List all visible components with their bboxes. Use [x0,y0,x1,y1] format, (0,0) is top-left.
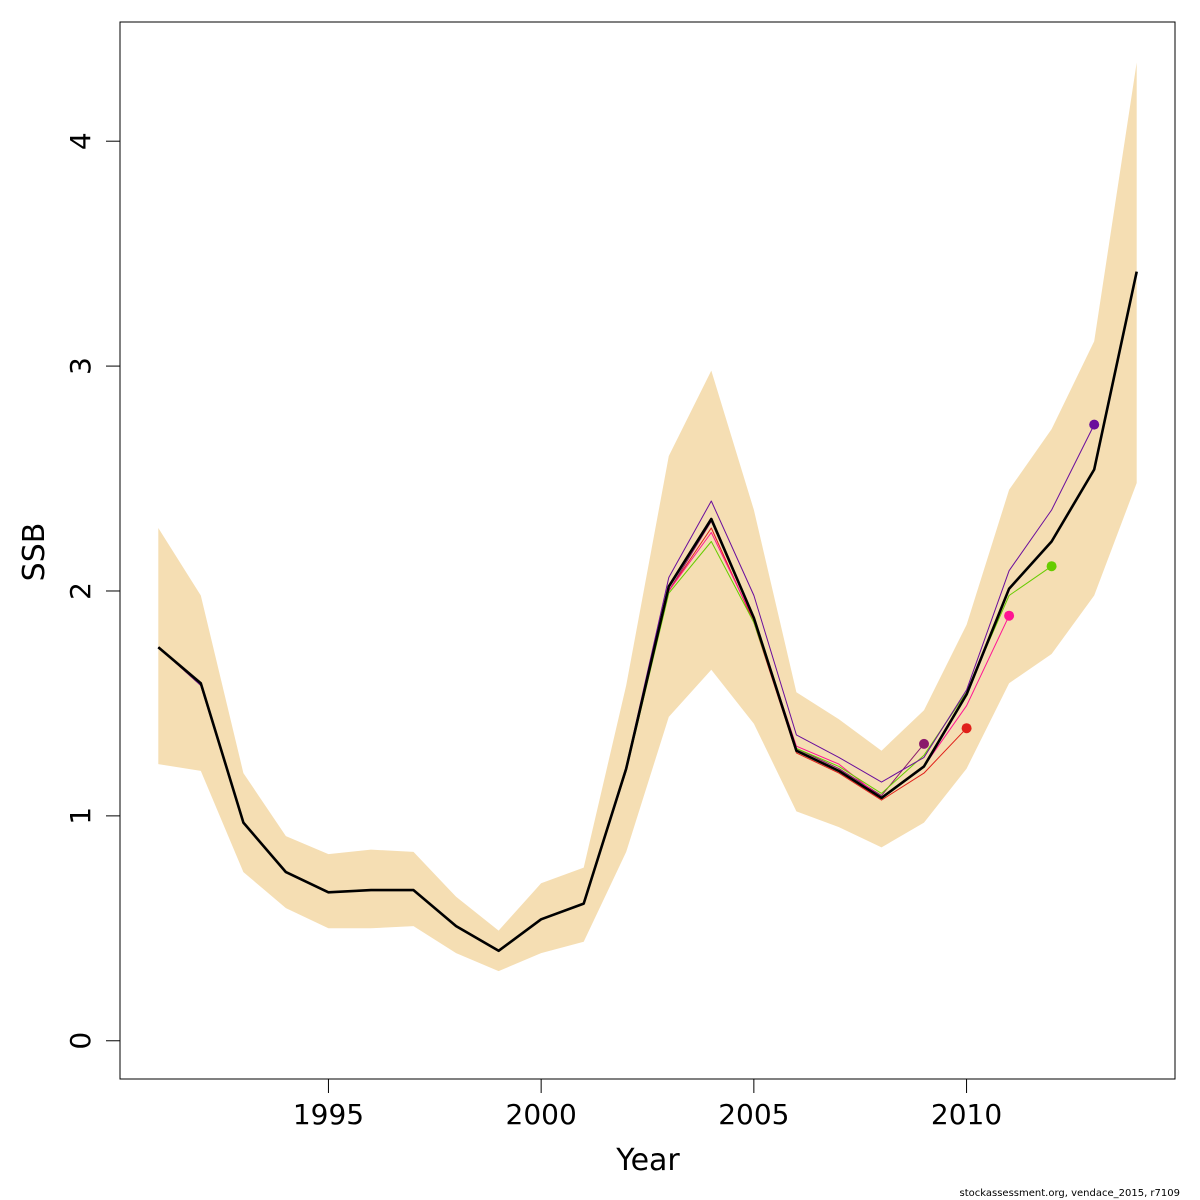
x-axis-title: Year [615,1143,680,1178]
y-tick-label: 3 [64,357,97,375]
confidence-band-layer [158,62,1137,972]
y-tick-label: 2 [64,582,97,600]
series-layer [157,271,1138,953]
y-axis-title: SSB [17,523,52,582]
x-tick-label: 2010 [931,1098,1002,1131]
retro-endpoint-marker-3 [1004,610,1015,621]
credit-text: stockassessment.org, vendace_2015, r7109 [960,1188,1180,1199]
series-line-ssb-estimate [157,271,1138,953]
x-tick-label: 2005 [718,1098,789,1131]
y-tick-label: 4 [64,132,97,150]
retro-endpoint-marker-2 [961,723,972,734]
x-tick-label: 2000 [506,1098,577,1131]
y-tick-label: 1 [64,807,97,825]
y-axis: 0 1 2 3 4 [64,132,121,1050]
retro-endpoint-marker-4 [1046,561,1057,572]
endpoint-markers-layer [919,419,1100,749]
x-tick-label: 1995 [293,1098,364,1131]
confidence-band [158,62,1137,972]
y-tick-label: 0 [64,1032,97,1050]
retro-endpoint-marker-5 [1089,419,1100,430]
retro-endpoint-marker-1 [919,738,929,749]
x-axis: 1995 2000 2005 2010 [293,1078,1002,1131]
